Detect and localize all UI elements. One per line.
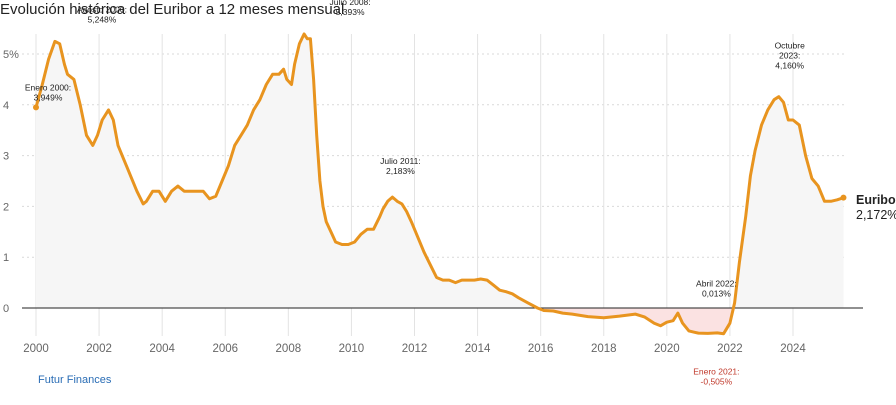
x-tick-label: 2018 [591,343,617,355]
y-tick-label: 5% [3,49,19,61]
x-tick-label: 2002 [86,343,112,355]
annotation-label: -0,505% [701,377,733,387]
x-tick-label: 2008 [276,343,302,355]
annotation-label: Abril 2022: [696,278,737,288]
annotation-label: Julio 2011: [380,156,420,166]
x-tick-label: 2016 [528,343,554,355]
x-tick-label: 2000 [23,343,49,355]
source-credit: Futur Finances [38,374,112,386]
y-tick-label: 4 [3,100,9,112]
end-label: Euribor2,172% [856,193,896,222]
x-tick-label: 2010 [339,343,365,355]
x-axis: 2000 2002 2004 2006 2008 2010 2012 2014 2016 2018… [23,343,806,355]
y-tick-label: 3 [3,151,9,163]
x-tick-label: 2022 [717,343,743,355]
annotation-label: 5,393% [336,7,365,17]
y-tick-label: 1 [3,252,9,264]
annotations: Enero 2000:3,949% Agosto 2000:5,248% Julio… [25,0,805,387]
y-tick-label: 0 [3,303,9,315]
series-line-euribor [34,32,845,336]
y-tick-label: 2 [3,201,9,213]
annotation-label: 3,949% [34,92,63,102]
negative-area [36,308,844,334]
area-fills [36,34,844,334]
end-label-name: Euribor [856,193,896,207]
x-tick-label: 2014 [465,343,491,355]
annotation-label: 2023: [779,51,800,61]
x-tick-label: 2004 [149,343,175,355]
annotation-label: Enero 2021: [693,367,739,377]
annotation-label: Enero 2000: [25,82,71,92]
annotation-label: 5,248% [88,14,117,24]
positive-area [36,34,844,309]
x-tick-label: 2020 [654,343,680,355]
series-lines [33,32,847,336]
end-label-value: 2,172% [856,208,896,222]
annotation-label: Octubre [775,41,806,51]
chart-title: Evolución histórica del Euribor a 12 mes… [0,1,345,18]
annotation-label: Agosto 2000: [77,4,127,14]
annotation-label: 2,183% [386,166,415,176]
annotation-label: 4,160% [775,61,804,71]
x-tick-label: 2012 [402,343,428,355]
start-point [33,104,39,111]
annotation-label: Julio 2008: [330,0,371,7]
annotation-label: 0,013% [702,288,731,298]
y-axis: 0 1 2 3 4 5% [3,49,19,315]
x-tick-label: 2024 [780,343,806,355]
x-tick-label: 2006 [212,343,238,355]
end-point [840,194,847,201]
